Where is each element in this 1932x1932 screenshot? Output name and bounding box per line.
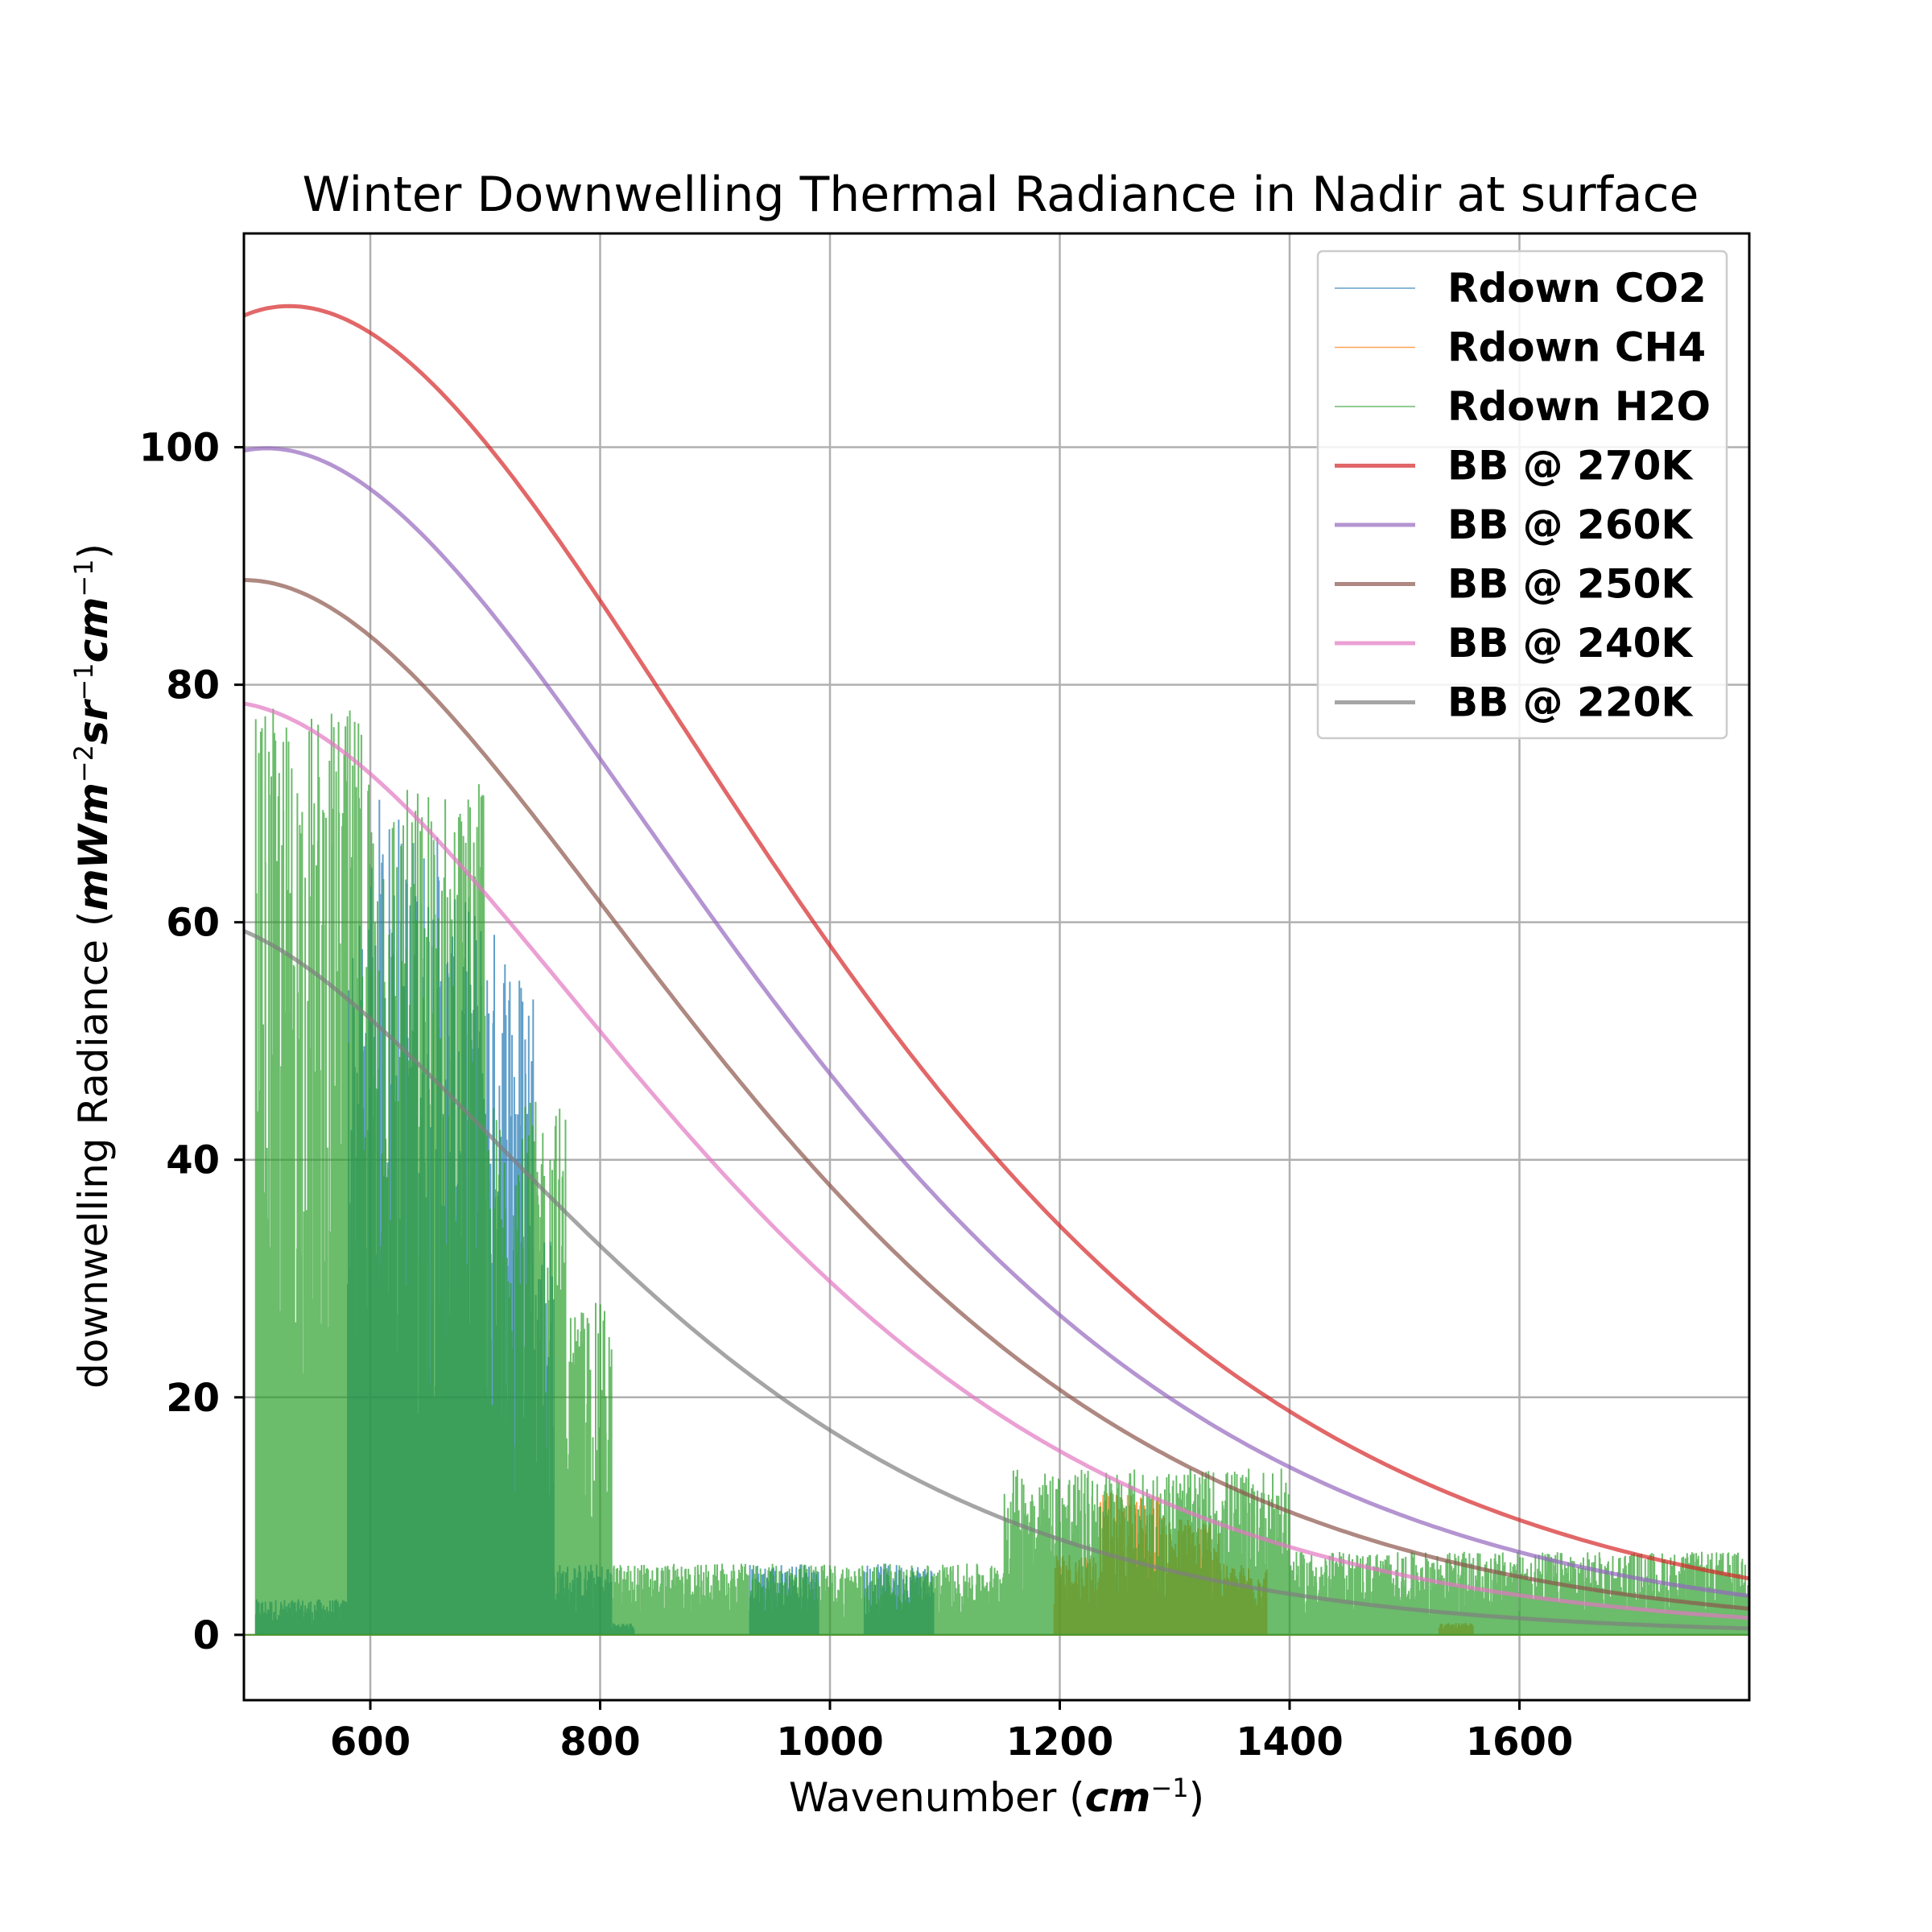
legend-label-bb-220k: BB @ 220K <box>1447 679 1694 726</box>
x-tick-label: 600 <box>330 1719 411 1765</box>
legend-label-bb-260k: BB @ 260K <box>1447 502 1694 548</box>
series-bb-260k <box>244 446 1749 1598</box>
legend-box <box>1316 250 1728 740</box>
legend-label-rdown-ch4: Rdown CH4 <box>1447 324 1706 371</box>
legend-label-rdown-h2o: Rdown H2O <box>1447 383 1711 430</box>
plot-frame <box>242 232 1751 1702</box>
series-bb-220k <box>244 929 1749 1631</box>
chart-title: Winter Downwelling Thermal Radiance in N… <box>303 167 1699 223</box>
x-tick-label: 1400 <box>1236 1719 1344 1765</box>
legend: Rdown CO2 Rdown CH4 Rdown H2O BB @ 270K BB @… <box>1316 250 1728 740</box>
y-tick-label: 0 <box>193 1613 220 1658</box>
y-tick-label: 80 <box>166 663 220 708</box>
y-tick-label: 40 <box>166 1138 220 1183</box>
x-tick-label: 1000 <box>776 1719 884 1765</box>
y-tick-label: 60 <box>166 901 220 946</box>
series-bb-250k <box>244 578 1749 1611</box>
x-axis-label: Wavenumber (cm−1) <box>789 1773 1204 1821</box>
legend-label-rdown-co2: Rdown CO2 <box>1447 265 1707 312</box>
series-bb-240k <box>244 701 1749 1620</box>
x-tick-label: 1600 <box>1466 1719 1574 1765</box>
spectra <box>244 708 1749 1636</box>
y-axis-ticks: 0 20 40 60 80 100 <box>139 426 244 1658</box>
x-tick-label: 1200 <box>1006 1719 1114 1765</box>
series-bb-270k <box>244 303 1749 1581</box>
legend-label-bb-270k: BB @ 270K <box>1447 443 1694 489</box>
legend-label-bb-250k: BB @ 250K <box>1447 561 1694 608</box>
x-tick-label: 800 <box>559 1719 640 1765</box>
y-axis-label: downwelling Radiance (mWm−2sr−1cm−1) <box>68 543 117 1389</box>
x-axis-ticks: 600 800 1000 1200 1400 1600 <box>330 1700 1573 1765</box>
series-rdown-h2o <box>254 708 1749 1635</box>
y-tick-label: 20 <box>166 1376 220 1421</box>
blackbody-curves <box>244 303 1749 1631</box>
legend-label-bb-240k: BB @ 240K <box>1447 620 1694 667</box>
y-tick-label: 100 <box>139 426 220 471</box>
